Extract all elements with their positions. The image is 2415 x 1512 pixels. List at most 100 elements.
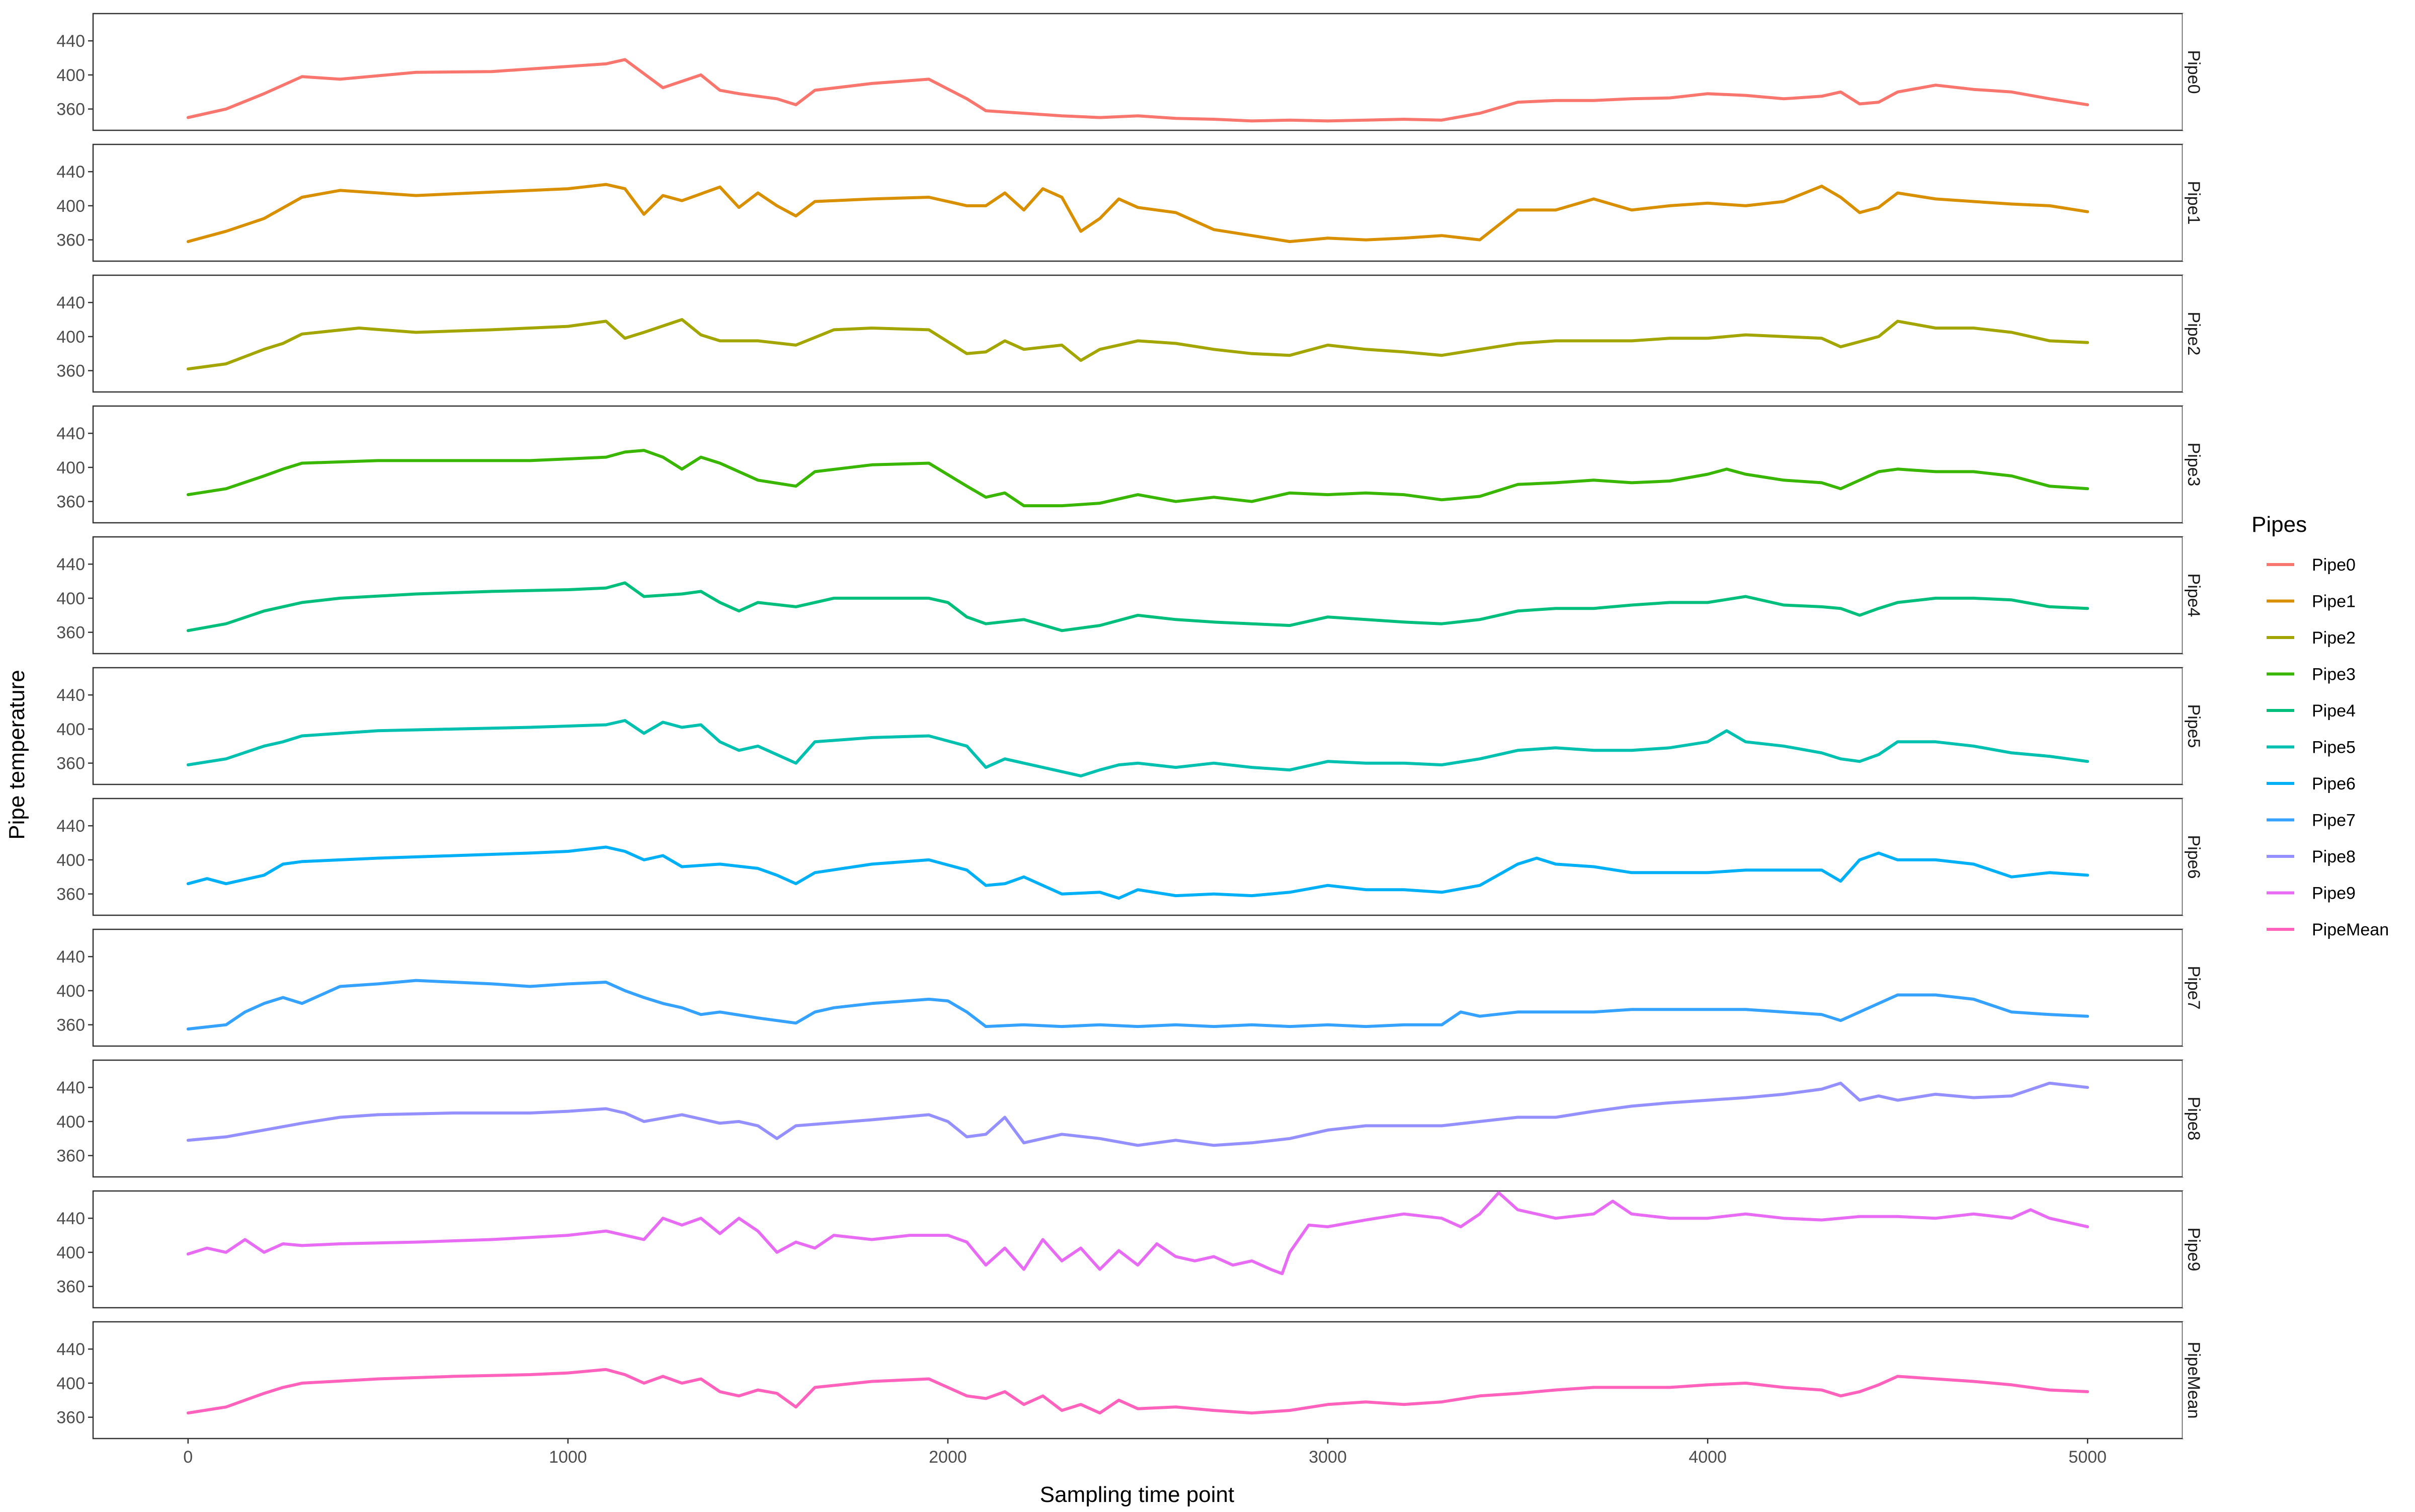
strip-label: Pipe6 xyxy=(2184,835,2203,879)
legend-item: Pipe3 xyxy=(2267,665,2356,684)
facet-panel: 360 400 440 Pipe8 xyxy=(56,1059,2210,1178)
facet-panel: 360 400 440 Pipe1 xyxy=(56,143,2210,262)
strip-label: Pipe2 xyxy=(2184,312,2203,356)
facet-panel: 360 400 440 PipeMean xyxy=(56,1321,2210,1440)
y-tick-label: 400 xyxy=(56,1112,85,1132)
y-tick-label: 440 xyxy=(56,555,85,574)
series-line-pipe9 xyxy=(186,1191,2089,1276)
legend-item: Pipe2 xyxy=(2267,628,2356,648)
legend-label: Pipe9 xyxy=(2312,884,2356,903)
series-line-pipe8 xyxy=(186,1081,2089,1147)
x-tick-label: 2000 xyxy=(929,1448,967,1467)
panel-border xyxy=(92,1059,2184,1178)
legend-item: Pipe8 xyxy=(2267,847,2356,866)
strip xyxy=(2183,1191,2210,1308)
strip xyxy=(2183,668,2210,784)
y-tick-label: 440 xyxy=(56,1209,85,1228)
y-tick-label: 400 xyxy=(56,197,85,216)
strip-label: PipeMean xyxy=(2184,1341,2203,1418)
strip-label: Pipe4 xyxy=(2184,574,2203,617)
legend-label: Pipe3 xyxy=(2312,665,2356,684)
legend-item: Pipe0 xyxy=(2267,555,2356,575)
strip-label: Pipe9 xyxy=(2184,1228,2203,1271)
panel-border xyxy=(92,667,2184,785)
y-tick-label: 400 xyxy=(56,1374,85,1393)
y-tick-label: 440 xyxy=(56,293,85,312)
strip xyxy=(2183,799,2210,915)
legend-label: Pipe1 xyxy=(2312,592,2356,611)
y-tick-label: 360 xyxy=(56,1408,85,1427)
panel-border xyxy=(92,1321,2184,1440)
y-tick-label: 400 xyxy=(56,66,85,85)
panel-border xyxy=(92,1190,2184,1309)
facet-panel: 360 400 440 Pipe6 xyxy=(56,798,2210,916)
series-line-pipemean xyxy=(186,1368,2089,1415)
facet-panel: 360 400 440 Pipe0 xyxy=(56,13,2210,131)
legend: Pipes Pipe0 Pipe1 Pipe2 Pipe3 Pipe4 Pipe5 Pipe… xyxy=(2251,512,2389,939)
panel-border xyxy=(92,274,2184,393)
facet-panel: 360 400 440 Pipe7 xyxy=(56,928,2210,1047)
x-tick-label: 3000 xyxy=(1309,1448,1347,1467)
legend-label: Pipe5 xyxy=(2312,738,2356,757)
facet-panel: 360 400 440 Pipe5 xyxy=(56,667,2210,785)
strip xyxy=(2183,929,2210,1046)
y-tick-label: 440 xyxy=(56,1340,85,1359)
series-line-pipe4 xyxy=(186,581,2089,632)
facet-panel: 360 400 440 Pipe3 xyxy=(56,405,2210,524)
x-tick-label: 4000 xyxy=(1688,1448,1727,1467)
panel-border xyxy=(92,928,2184,1047)
legend-item: Pipe1 xyxy=(2267,592,2356,611)
x-axis-title: Sampling time point xyxy=(1040,1482,1234,1507)
legend-item: Pipe7 xyxy=(2267,811,2356,830)
strip-label: Pipe7 xyxy=(2184,966,2203,1010)
x-tick-label: 1000 xyxy=(549,1448,587,1467)
series-line-pipe2 xyxy=(186,318,2089,371)
legend-label: Pipe6 xyxy=(2312,774,2356,793)
y-tick-label: 360 xyxy=(56,1278,85,1297)
facet-panels: 360 400 440 Pipe0 360 400 440 Pipe1 360 400 440 Pip… xyxy=(56,13,2210,1440)
y-tick-label: 400 xyxy=(56,851,85,870)
y-tick-label: 360 xyxy=(56,362,85,381)
facet-panel: 360 400 440 Pipe2 xyxy=(56,274,2210,393)
strip xyxy=(2183,406,2210,523)
y-tick-label: 440 xyxy=(56,686,85,705)
strip-label: Pipe1 xyxy=(2184,181,2203,225)
y-tick-label: 360 xyxy=(56,1147,85,1166)
y-tick-label: 440 xyxy=(56,32,85,51)
y-tick-label: 440 xyxy=(56,163,85,182)
legend-label: PipeMean xyxy=(2312,920,2389,939)
y-axis-title: Pipe temperature xyxy=(5,670,29,840)
series-line-pipe0 xyxy=(186,58,2089,123)
series-line-pipe6 xyxy=(186,845,2089,900)
y-tick-label: 360 xyxy=(56,754,85,773)
strip xyxy=(2183,275,2210,392)
legend-title: Pipes xyxy=(2251,512,2307,537)
y-tick-label: 360 xyxy=(56,623,85,643)
y-tick-label: 440 xyxy=(56,424,85,443)
panel-border xyxy=(92,405,2184,524)
y-tick-label: 400 xyxy=(56,720,85,739)
legend-item: Pipe5 xyxy=(2267,738,2356,757)
strip xyxy=(2183,14,2210,130)
strip xyxy=(2183,144,2210,261)
strip-label: Pipe5 xyxy=(2184,704,2203,748)
x-tick-label: 5000 xyxy=(2068,1448,2107,1467)
strip xyxy=(2183,537,2210,654)
legend-item: Pipe9 xyxy=(2267,884,2356,903)
strip xyxy=(2183,1322,2210,1439)
legend-label: Pipe2 xyxy=(2312,628,2356,648)
legend-label: Pipe4 xyxy=(2312,701,2356,721)
series-line-pipe1 xyxy=(186,183,2089,244)
y-tick-label: 360 xyxy=(56,231,85,250)
strip-label: Pipe8 xyxy=(2184,1097,2203,1141)
facet-panel: 360 400 440 Pipe9 xyxy=(56,1190,2210,1309)
strip-label: Pipe3 xyxy=(2184,443,2203,487)
strip-label: Pipe0 xyxy=(2184,50,2203,94)
panel-border xyxy=(92,143,2184,262)
y-tick-label: 440 xyxy=(56,947,85,967)
legend-item: Pipe4 xyxy=(2267,701,2356,721)
legend-label: Pipe8 xyxy=(2312,847,2356,866)
strip xyxy=(2183,1060,2210,1177)
